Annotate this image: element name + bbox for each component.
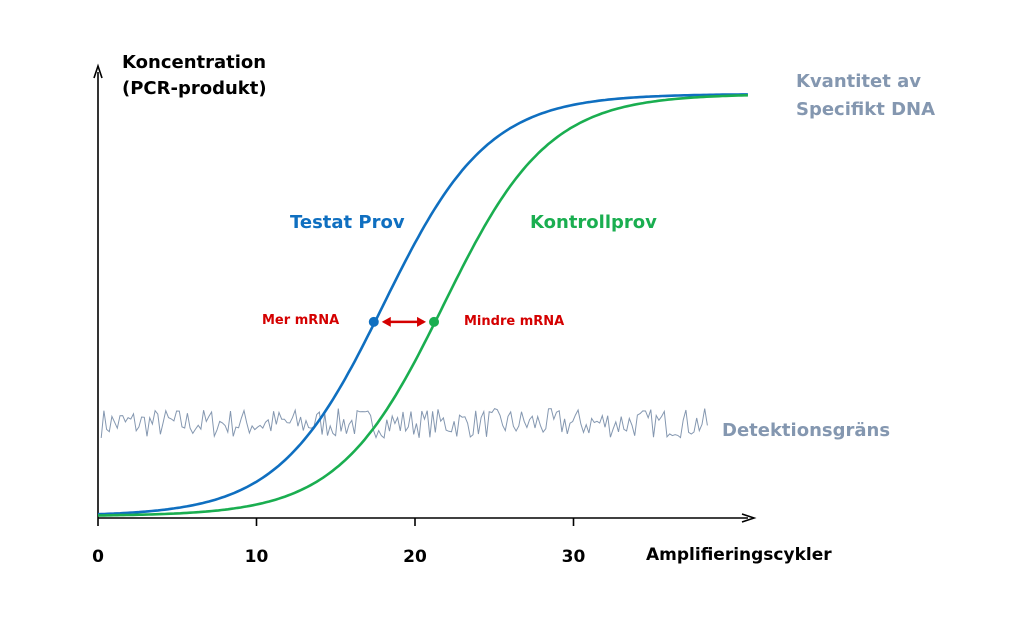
plateau-label-line2: Specifikt DNA bbox=[796, 99, 936, 120]
series-label-testat: Testat Prov bbox=[290, 212, 405, 233]
series-line-kontrollprov bbox=[98, 94, 748, 517]
arrow-left-head-icon bbox=[381, 316, 391, 327]
x-tick-label: 0 bbox=[92, 547, 104, 567]
y-axis-label: Koncentration (PCR-produkt) bbox=[122, 50, 267, 102]
plateau-label: Kvantitet av Specifikt DNA bbox=[796, 68, 935, 124]
x-tick-label: 30 bbox=[562, 547, 586, 567]
arrow-right-head-icon bbox=[417, 316, 427, 327]
y-axis-label-line1: Koncentration bbox=[122, 52, 267, 73]
y-axis-arrow-icon bbox=[93, 63, 103, 79]
x-tick-label: 20 bbox=[403, 547, 427, 567]
detection-limit-label: Detektionsgräns bbox=[722, 420, 891, 441]
plateau-label-line1: Kvantitet av bbox=[796, 71, 921, 92]
detection-limit-noise-line bbox=[100, 407, 708, 440]
series-label-kontroll: Kontrollprov bbox=[530, 212, 657, 233]
x-tick-label: 10 bbox=[245, 547, 269, 567]
x-axis-label: Amplifieringscykler bbox=[646, 545, 832, 565]
x-axis-arrow-icon bbox=[741, 513, 757, 523]
y-axis-label-line2: (PCR-produkt) bbox=[122, 78, 267, 99]
label-mer-mrna: Mer mRNA bbox=[262, 313, 340, 328]
threshold-point-kontroll bbox=[429, 316, 440, 327]
threshold-point-testat bbox=[368, 316, 379, 327]
label-mindre-mrna: Mindre mRNA bbox=[464, 314, 565, 329]
series-line-testat-prov bbox=[97, 93, 748, 516]
